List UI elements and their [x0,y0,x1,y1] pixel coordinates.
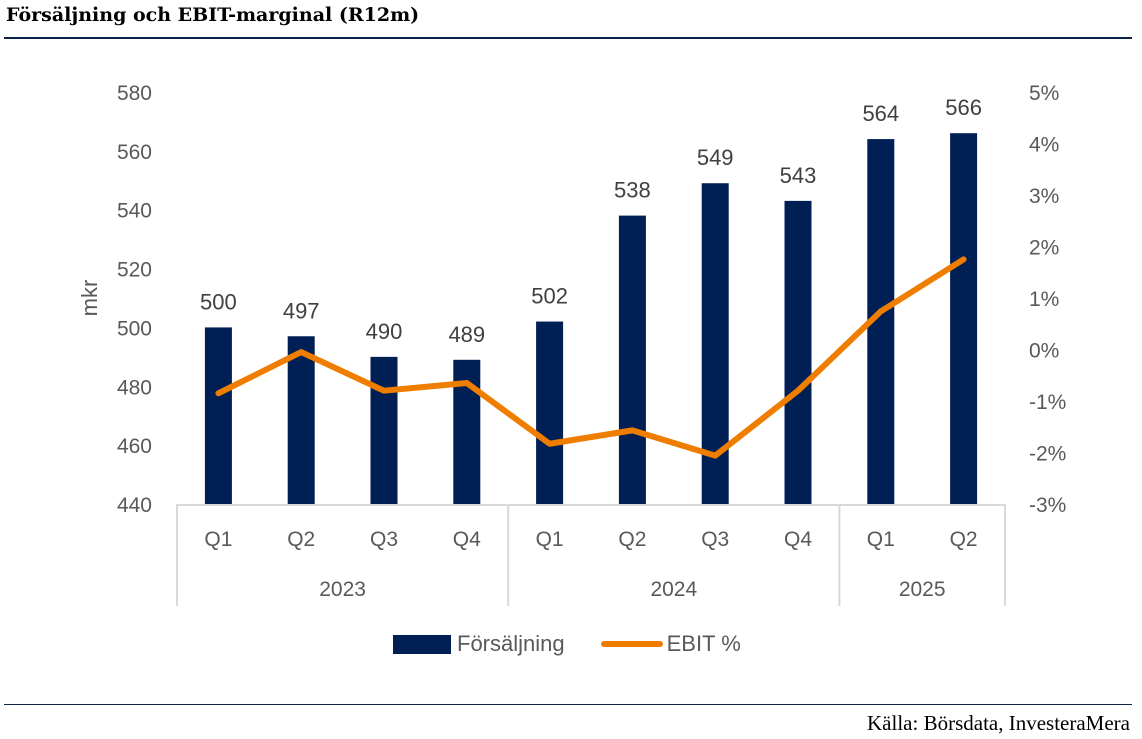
left-tick-label: 460 [117,435,152,458]
right-tick-label: 4% [1029,134,1059,157]
right-tick-label: 1% [1029,288,1059,311]
title-divider [4,37,1132,39]
right-tick-label: 3% [1029,185,1059,208]
legend: Försäljning EBIT % [393,631,741,657]
quarter-label: Q4 [784,528,812,551]
footer-divider [4,704,1132,705]
line-series [215,256,967,459]
quarter-label: Q2 [287,528,315,551]
bar-data-label: 549 [697,145,734,170]
right-tick-label: 5% [1029,82,1059,105]
right-tick-label: 0% [1029,340,1059,363]
y-axis-title: mkr [77,280,102,317]
right-tick-label: -2% [1029,443,1066,466]
bar-data-label: 497 [283,298,320,323]
right-axis: 5% 4% 3% 2% 1% 0% -1% -2% -3% [1029,82,1066,517]
legend-label-sales: Försäljning [457,631,565,656]
chart-title: Försäljning och EBIT-marginal (R12m) [6,4,420,26]
bar-data-label: 490 [366,319,403,344]
quarter-label: Q3 [701,528,729,551]
ebit-line [215,256,967,459]
left-tick-label: 560 [117,141,152,164]
right-tick-label: -3% [1029,494,1066,517]
legend-line-swatch [600,641,663,647]
left-tick-label: 440 [117,494,152,517]
bar-data-label: 502 [531,284,568,309]
quarter-label: Q4 [453,528,481,551]
year-label: 2023 [319,578,366,601]
left-tick-label: 500 [117,317,152,340]
quarter-label: Q3 [370,528,398,551]
bar [950,133,978,504]
left-tick-label: 580 [117,82,152,105]
bar [370,356,398,504]
bar [618,215,646,504]
chart-area: 580 560 540 520 500 480 460 440 5% 4% 3% 2% 1% 0% -1%… [77,82,1066,606]
bar-data-label: 566 [945,95,982,120]
year-label: 2024 [650,578,697,601]
legend-label-ebit: EBIT % [666,631,741,656]
bar-data-label: 500 [200,289,237,314]
legend-item-sales: Försäljning [393,631,565,657]
bar-data-label: 564 [862,101,899,126]
quarter-label: Q1 [204,528,232,551]
bar-data-label: 538 [614,178,651,203]
bar-series [204,133,978,505]
left-tick-label: 520 [117,259,152,282]
quarter-label: Q2 [618,528,646,551]
bar-data-label: 489 [448,322,485,347]
source-note: Källa: Börsdata, InvesteraMera [867,711,1130,735]
legend-item-ebit: EBIT % [565,631,741,657]
bar [536,321,564,504]
bar-data-labels: 500 497 490 489 502 538 549 543 564 566 [200,95,982,347]
quarter-label: Q1 [867,528,895,551]
bar [287,336,315,504]
legend-bar-swatch [393,634,451,654]
left-axis: 580 560 540 520 500 480 460 440 [117,82,152,517]
right-tick-label: -1% [1029,391,1066,414]
year-label: 2025 [899,578,946,601]
quarter-label: Q1 [536,528,564,551]
bar [204,327,232,504]
left-tick-label: 540 [117,200,152,223]
bar [784,200,812,504]
right-tick-label: 2% [1029,237,1059,260]
x-axis: Q1 Q2 Q3 Q4 Q1 Q2 Q3 Q4 Q1 Q2 2023 2024 2025 [176,504,1006,606]
left-tick-label: 480 [117,376,152,399]
bar-data-label: 543 [780,163,817,188]
quarter-label: Q2 [950,528,978,551]
